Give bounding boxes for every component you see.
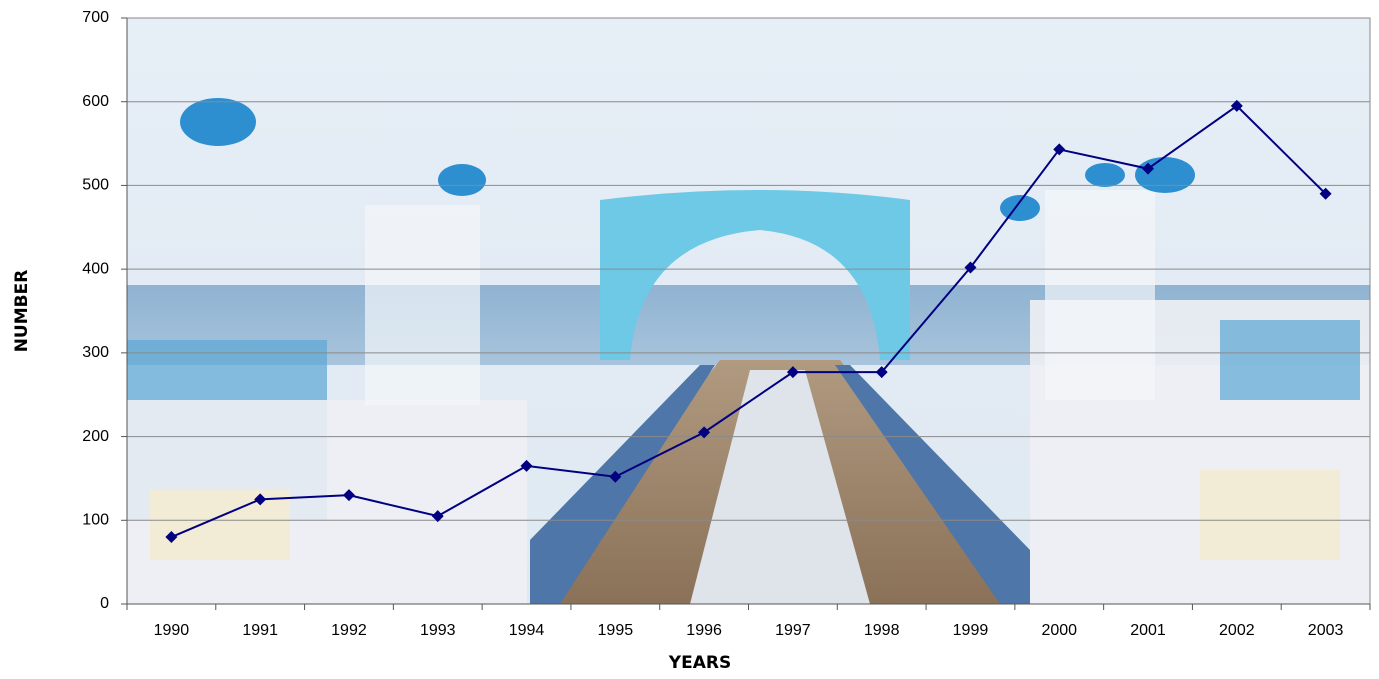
y-axis-title: NUMBER: [12, 270, 32, 353]
data-point: [1142, 162, 1155, 175]
x-tick-label: 1993: [420, 622, 456, 639]
y-tick-label: 500: [82, 177, 109, 194]
x-tick-label: 1992: [331, 622, 367, 639]
y-tick-label: 200: [82, 428, 109, 445]
y-tick-label: 100: [82, 512, 109, 529]
data-point: [786, 366, 799, 379]
x-tick-label: 1996: [686, 622, 722, 639]
data-point: [1053, 143, 1066, 156]
background-photo: [127, 18, 1370, 604]
y-tick-label: 600: [82, 93, 109, 110]
data-point: [609, 470, 622, 483]
data-point: [1319, 187, 1332, 200]
y-tick-label: 400: [82, 260, 109, 277]
data-point: [342, 489, 355, 502]
x-tick-label: 2001: [1130, 622, 1166, 639]
x-axis-title: YEARS: [668, 653, 731, 673]
x-tick-label: 1990: [154, 622, 190, 639]
y-tick-label: 700: [82, 9, 109, 26]
data-point: [964, 261, 977, 274]
x-tick-label: 1997: [775, 622, 811, 639]
x-tick-label: 2003: [1308, 622, 1344, 639]
x-tick-label: 1998: [864, 622, 900, 639]
data-point: [520, 459, 533, 472]
data-line: [171, 104, 1327, 538]
x-tick-label: 2002: [1219, 622, 1255, 639]
data-point: [431, 510, 444, 523]
x-tick-label: 1999: [953, 622, 989, 639]
data-point: [1230, 99, 1243, 112]
data-point: [875, 366, 888, 379]
y-tick-label: 300: [82, 344, 109, 361]
x-tick-label: 1995: [598, 622, 634, 639]
x-tick-label: 2000: [1041, 622, 1077, 639]
x-tick-label: 1991: [242, 622, 278, 639]
data-point: [698, 426, 711, 439]
data-point: [165, 531, 178, 544]
data-point: [254, 493, 267, 506]
y-tick-label: 0: [100, 595, 109, 612]
x-tick-label: 1994: [509, 622, 545, 639]
